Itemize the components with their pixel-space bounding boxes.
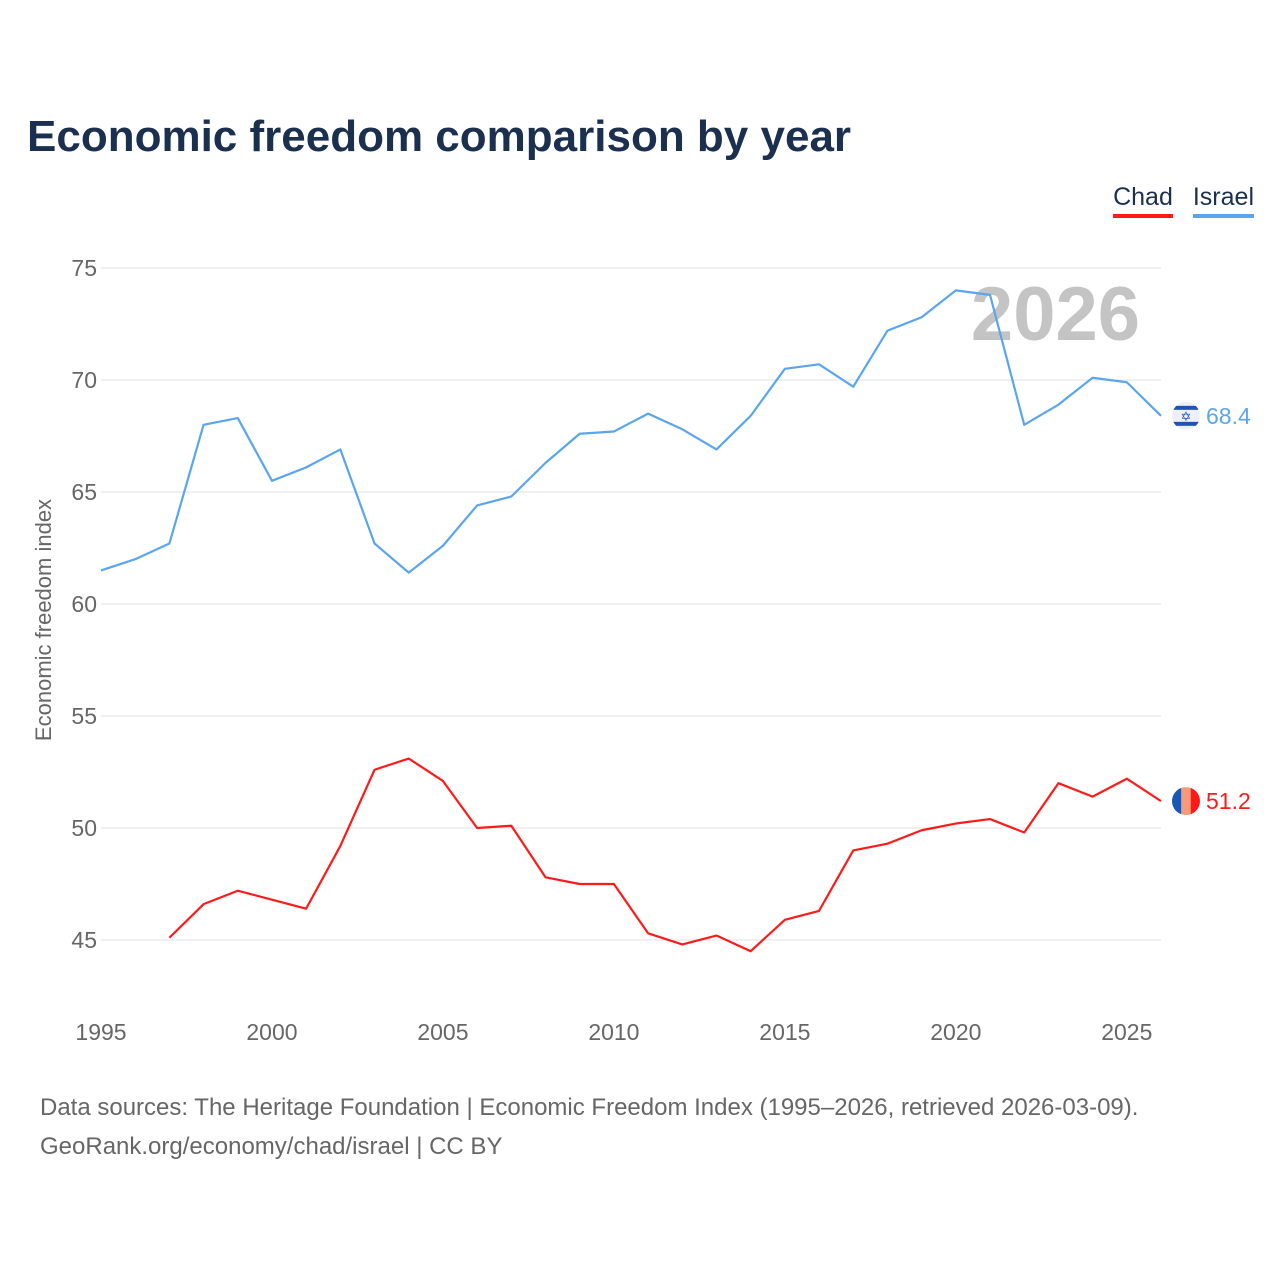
x-tick-label: 2005 — [417, 1019, 468, 1045]
legend-item-chad[interactable]: Chad — [1113, 183, 1173, 218]
legend: Chad Israel — [1113, 183, 1254, 218]
year-watermark: 2026 — [971, 272, 1140, 357]
y-tick-label: 60 — [71, 591, 97, 617]
source-line-1: Data sources: The Heritage Foundation | … — [40, 1094, 1139, 1121]
source-line-2[interactable]: GeoRank.org/economy/chad/israel | CC BY — [40, 1133, 503, 1160]
svg-text:✡: ✡ — [1181, 409, 1192, 424]
source-note: Data sources: The Heritage Foundation | … — [40, 1088, 1138, 1166]
y-tick-label: 65 — [71, 479, 97, 505]
end-label-chad: 51.2 — [1206, 788, 1251, 814]
x-tick-label: 2010 — [588, 1019, 639, 1045]
x-tick-label: 1995 — [75, 1019, 126, 1045]
end-label-israel: 68.4 — [1206, 403, 1251, 429]
y-tick-label: 50 — [71, 815, 97, 841]
y-axis-label: Economic freedom index — [31, 499, 56, 741]
x-tick-label: 2000 — [246, 1019, 297, 1045]
y-tick-label: 75 — [71, 255, 97, 281]
y-tick-label: 45 — [71, 927, 97, 953]
chad-flag-icon — [1172, 787, 1200, 816]
israel-flag-icon: ✡ — [1172, 401, 1200, 430]
x-tick-label: 2025 — [1101, 1019, 1152, 1045]
series-line-israel — [100, 289, 1162, 574]
y-tick-label: 70 — [71, 367, 97, 393]
legend-item-israel[interactable]: Israel — [1192, 183, 1254, 218]
series-line-chad — [168, 757, 1162, 953]
y-tick-label: 55 — [71, 703, 97, 729]
x-tick-label: 2020 — [930, 1019, 981, 1045]
x-tick-label: 2015 — [759, 1019, 810, 1045]
chart-title: Economic freedom comparison by year — [27, 112, 852, 161]
